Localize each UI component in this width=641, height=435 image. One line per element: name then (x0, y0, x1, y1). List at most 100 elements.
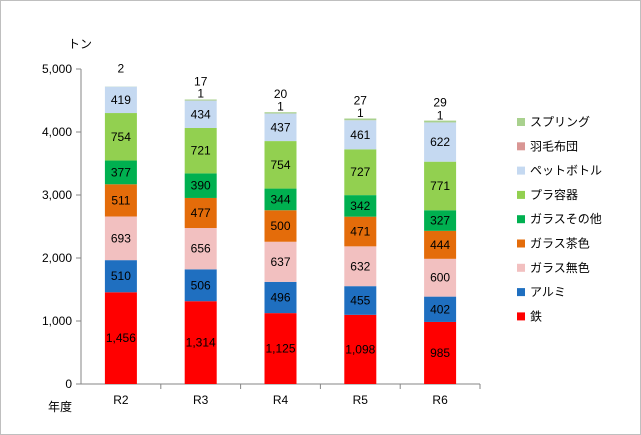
bar-segment (104, 184, 137, 217)
data-label: 402 (430, 302, 450, 316)
bar-segment (424, 120, 457, 123)
data-label: 1 (437, 108, 444, 122)
y-tick-label: 0 (65, 377, 72, 391)
bar-segment (184, 173, 217, 198)
bar-segment (104, 292, 137, 384)
legend-label: ガラスその他 (530, 212, 602, 226)
data-label: 377 (111, 165, 131, 179)
data-label: 754 (111, 130, 131, 144)
data-label: 437 (270, 120, 290, 134)
bar-segment (344, 149, 377, 196)
bar-segment (344, 314, 377, 384)
bar-segment (344, 286, 377, 315)
bar-segment (424, 230, 457, 259)
data-label: 622 (430, 135, 450, 149)
y-tick-label: 2,000 (42, 251, 72, 265)
bar-segment (104, 113, 137, 161)
data-label: 477 (191, 206, 211, 220)
legend-swatch (517, 288, 525, 297)
data-label: 444 (430, 238, 450, 252)
y-tick-label: 3,000 (42, 188, 72, 202)
bar-segment (184, 197, 217, 229)
y-tick-label: 4,000 (42, 125, 72, 139)
data-label: 511 (111, 193, 130, 207)
legend-label: スプリング (530, 115, 590, 129)
data-label: 17 (194, 74, 208, 88)
data-label: 434 (191, 107, 211, 121)
data-label: 344 (270, 192, 290, 206)
legend-swatch (517, 118, 525, 126)
data-label: 461 (350, 128, 370, 142)
y-tick-label: 1,000 (42, 314, 72, 328)
data-label: 1 (277, 99, 284, 113)
bar-segment (424, 122, 457, 162)
bar-segment (264, 210, 297, 242)
bar-segment (264, 281, 297, 314)
legend-swatch (517, 190, 525, 199)
bar-segment (264, 241, 297, 282)
bar-segment (424, 321, 457, 384)
legend-label: ガラス無色 (530, 260, 590, 275)
bar-segment (424, 296, 457, 322)
data-label: 1 (357, 106, 364, 120)
bar-segment (184, 127, 217, 174)
legend-label: 羽毛布団 (530, 139, 578, 153)
legend-label: ガラス茶色 (530, 236, 590, 251)
data-label: 1,314 (186, 336, 216, 350)
legend-label: ペットボトル (530, 164, 602, 178)
bar-segment (184, 100, 217, 128)
data-label: 637 (270, 255, 290, 269)
bar-segment (344, 118, 377, 121)
data-label: 1,456 (106, 331, 136, 345)
bar-segment (424, 161, 457, 211)
legend-swatch (517, 263, 525, 272)
legend-swatch (517, 142, 525, 151)
bar-segment (344, 216, 377, 247)
bar-segment (264, 113, 297, 142)
bar-segment (104, 260, 137, 293)
bars: 1,456 510 693 511 377 754 419 2 1,314 506 656 477 39… (104, 62, 457, 384)
x-axis-title: 年度 (48, 399, 72, 414)
bar-segment (184, 301, 217, 384)
bar-segment (264, 112, 297, 114)
bar-segment (264, 313, 297, 384)
data-label: 327 (430, 214, 450, 228)
bar-segment (344, 120, 377, 150)
legend-label: 鉄 (530, 308, 542, 323)
data-label: 2 (118, 62, 125, 76)
data-label: 600 (430, 271, 450, 285)
bar-segment (424, 210, 457, 231)
bar-segment (424, 258, 457, 297)
bar-segment (344, 195, 377, 217)
legend-swatch (517, 312, 525, 321)
data-label: 471 (350, 225, 370, 239)
data-label: 29 (433, 96, 447, 110)
x-tick-label: R4 (273, 393, 289, 407)
axes: 0 1,000 2,000 3,000 4,000 5,000 R2 R3 R4 R5 R6 (42, 62, 481, 407)
bar-segment (184, 99, 217, 101)
bar-segment (104, 160, 137, 185)
legend-swatch (517, 166, 525, 175)
data-label: 27 (354, 94, 368, 108)
legend-label: プラ容器 (530, 187, 578, 202)
bar-segment (264, 141, 297, 189)
legend-swatch (517, 215, 525, 224)
data-label: 632 (350, 259, 370, 273)
data-label: 721 (191, 144, 211, 158)
data-label: 1,125 (265, 342, 295, 356)
data-label: 390 (191, 179, 211, 193)
x-tick-label: R2 (113, 393, 129, 407)
bar-segment (344, 246, 377, 287)
data-label: 506 (191, 278, 211, 292)
data-label: 342 (350, 199, 370, 213)
data-label: 1 (197, 87, 204, 101)
data-label: 1,098 (345, 342, 375, 356)
legend-swatch (517, 239, 525, 248)
data-label: 510 (111, 269, 131, 283)
y-tick-label: 5,000 (42, 62, 72, 76)
data-label: 693 (111, 231, 131, 245)
data-label: 20 (274, 87, 288, 101)
data-label: 496 (270, 291, 290, 305)
